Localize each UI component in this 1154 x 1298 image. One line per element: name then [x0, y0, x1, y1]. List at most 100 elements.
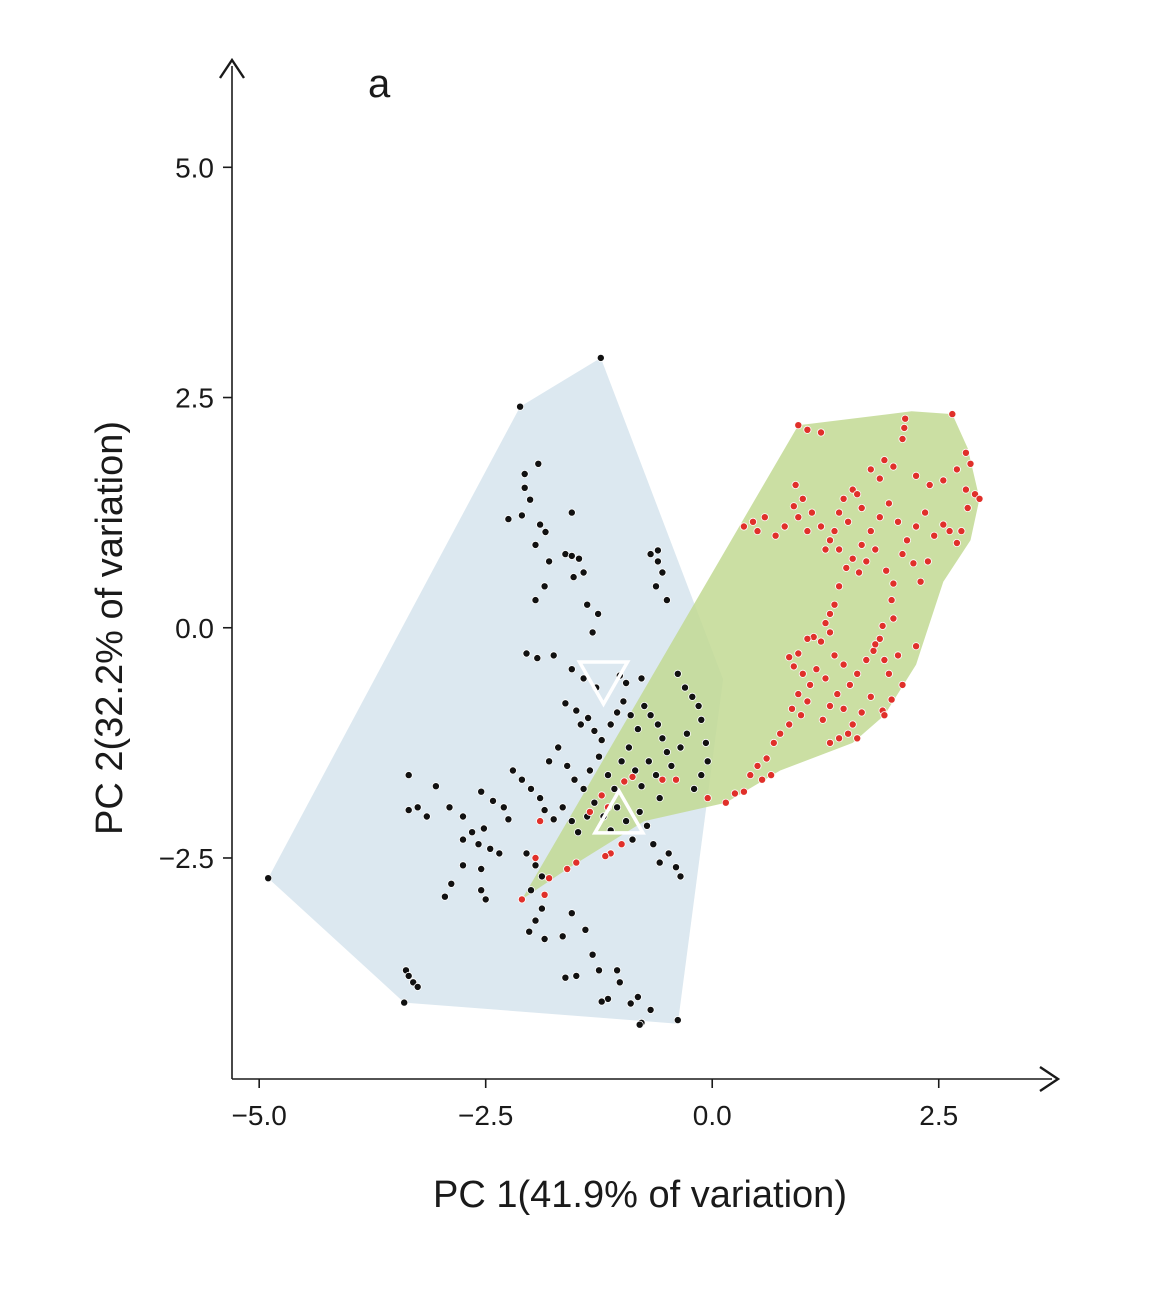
group-2-point — [817, 428, 826, 437]
group-1-point — [637, 674, 646, 683]
group-2-point — [975, 494, 984, 503]
group-2-point — [939, 476, 948, 485]
group-2-point — [672, 775, 681, 784]
group-2-point — [875, 474, 884, 483]
group-2-point — [884, 669, 893, 678]
group-2-point — [957, 527, 966, 536]
group-1-point — [533, 654, 542, 663]
group-1-point — [615, 978, 624, 987]
group-1-point — [594, 609, 603, 618]
group-1-point — [643, 821, 652, 830]
group-1-point — [522, 649, 531, 658]
x-tick-label: 0.0 — [693, 1100, 732, 1131]
group-2-point — [826, 609, 835, 618]
group-1-point — [504, 815, 513, 824]
group-2-point — [572, 858, 581, 867]
group-2-point — [952, 539, 961, 548]
group-2-point — [894, 651, 903, 660]
group-1-point — [567, 817, 576, 826]
group-2-point — [961, 485, 970, 494]
group-1-point — [264, 874, 273, 883]
group-2-point — [807, 508, 816, 517]
group-2-point — [903, 536, 912, 545]
group-1-point — [595, 966, 604, 975]
group-1-point — [652, 582, 661, 591]
group-1-point — [486, 844, 495, 853]
group-1-point — [628, 835, 637, 844]
group-1-point — [626, 711, 635, 720]
group-2-point — [794, 513, 803, 522]
group-1-point — [597, 736, 606, 745]
group-1-point — [558, 932, 567, 941]
group-2-point — [898, 434, 907, 443]
group-2-point — [948, 410, 957, 419]
group-1-point — [572, 971, 581, 980]
group-2-point — [721, 798, 730, 807]
group-2-point — [826, 536, 835, 545]
group-1-point — [653, 546, 662, 555]
group-2-point — [794, 421, 803, 430]
group-2-point — [617, 840, 626, 849]
group-1-point — [474, 840, 483, 849]
group-1-point — [658, 568, 667, 577]
group-2-point — [531, 854, 540, 863]
group-1-point — [447, 879, 456, 888]
group-1-point — [690, 784, 699, 793]
group-2-point — [540, 890, 549, 899]
group-2-point — [803, 634, 812, 643]
group-2-point — [830, 651, 839, 660]
group-1-point — [682, 729, 691, 738]
group-2-point — [845, 680, 854, 689]
group-2-point — [853, 669, 862, 678]
group-1-point — [531, 540, 540, 549]
group-1-point — [440, 892, 449, 901]
x-axis-title: PC 1(41.9% of variation) — [433, 1174, 847, 1216]
group-2-point — [912, 522, 921, 531]
group-1-point — [613, 966, 622, 975]
group-2-point — [875, 513, 884, 522]
group-1-point — [604, 771, 613, 780]
group-1-point — [567, 665, 576, 674]
group-1-point — [445, 803, 454, 812]
group-1-point — [622, 679, 631, 688]
group-1-point — [499, 803, 508, 812]
y-tick-label: 0.0 — [175, 613, 214, 644]
group-1-point — [662, 748, 671, 757]
group-1-point — [664, 849, 673, 858]
group-2-point — [798, 669, 807, 678]
group-2-point — [760, 513, 769, 522]
group-2-point — [878, 621, 887, 630]
group-2-point — [746, 771, 755, 780]
group-2-point — [880, 711, 889, 720]
group-1-point — [431, 782, 440, 791]
group-1-point — [536, 794, 545, 803]
axes — [219, 57, 1061, 1092]
group-2-point — [844, 729, 853, 738]
group-1-point — [653, 720, 662, 729]
group-1-point — [619, 697, 628, 706]
group-2-point — [826, 702, 835, 711]
group-2-point — [830, 527, 839, 536]
group-2-point — [803, 425, 812, 434]
group-2-point — [703, 794, 712, 803]
group-1-point — [672, 863, 681, 872]
group-2-point — [848, 554, 857, 563]
group-1-point — [540, 806, 549, 815]
y-axis-arrow — [219, 57, 245, 79]
group-1-point — [549, 651, 558, 660]
group-1-point — [633, 993, 642, 1002]
group-2-point — [952, 465, 961, 474]
group-2-point — [785, 653, 794, 662]
group-2-point — [844, 517, 853, 526]
group-2-point — [739, 522, 748, 531]
group-2-point — [771, 531, 780, 540]
group-1-point — [541, 528, 550, 537]
group-2-point — [862, 656, 871, 665]
group-1-point — [673, 1016, 682, 1025]
group-1-point — [508, 766, 517, 775]
x-tick-label: −5.0 — [232, 1100, 287, 1131]
group-1-point — [655, 858, 664, 867]
group-2-point — [923, 557, 932, 566]
group-2-point — [739, 787, 748, 796]
group-1-point — [613, 708, 622, 717]
